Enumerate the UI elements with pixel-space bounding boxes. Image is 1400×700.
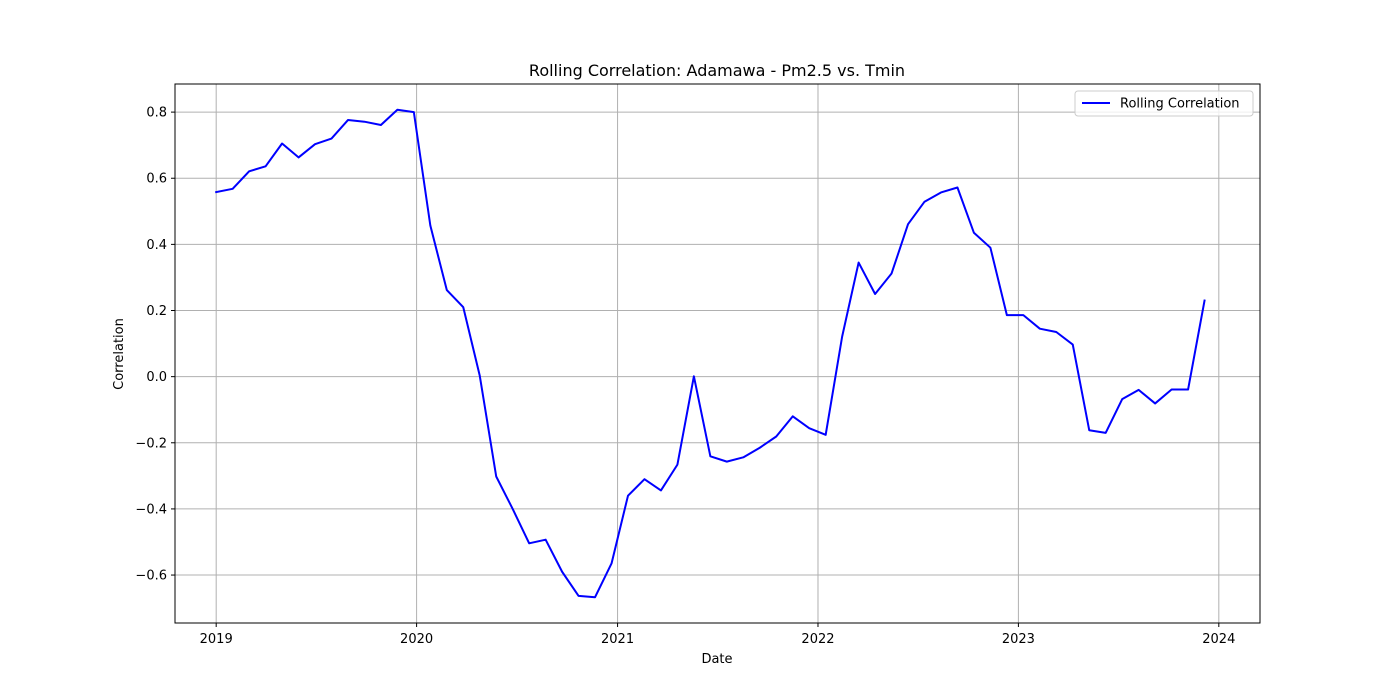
legend-box xyxy=(1074,90,1254,117)
x-tick-label: 2024 xyxy=(1202,632,1235,647)
y-axis-ticks: −0.6 −0.4 −0.2 0.0 0.2 0.4 0.6 0.8 xyxy=(135,106,175,584)
legend: Rolling Correlation xyxy=(1074,90,1254,117)
y-tick-label: 0.6 xyxy=(146,172,167,187)
x-tick-label: 2019 xyxy=(200,632,233,647)
x-axis-ticks: 2019 2020 2021 2022 2023 2024 xyxy=(200,623,1235,647)
y-tick-label: 0.2 xyxy=(146,304,167,319)
plot-area xyxy=(175,84,1260,623)
chart-title: Rolling Correlation: Adamawa - Pm2.5 vs.… xyxy=(529,61,905,80)
x-tick-label: 2023 xyxy=(1002,632,1035,647)
y-tick-label: 0.8 xyxy=(146,106,167,121)
plot-frame xyxy=(174,83,1261,624)
x-axis-title: Date xyxy=(701,652,732,667)
y-tick-label: −0.4 xyxy=(135,502,167,517)
y-tick-label: −0.6 xyxy=(135,569,167,584)
y-tick-label: −0.2 xyxy=(135,436,167,451)
y-tick-label: 0.0 xyxy=(146,370,167,385)
x-tick-label: 2020 xyxy=(400,632,433,647)
legend-label: Rolling Correlation xyxy=(1120,97,1240,112)
y-axis-title: Correlation xyxy=(112,318,127,390)
x-tick-label: 2021 xyxy=(601,632,634,647)
x-tick-label: 2022 xyxy=(801,632,834,647)
series-layer xyxy=(215,108,1206,599)
y-tick-label: 0.4 xyxy=(146,238,167,253)
